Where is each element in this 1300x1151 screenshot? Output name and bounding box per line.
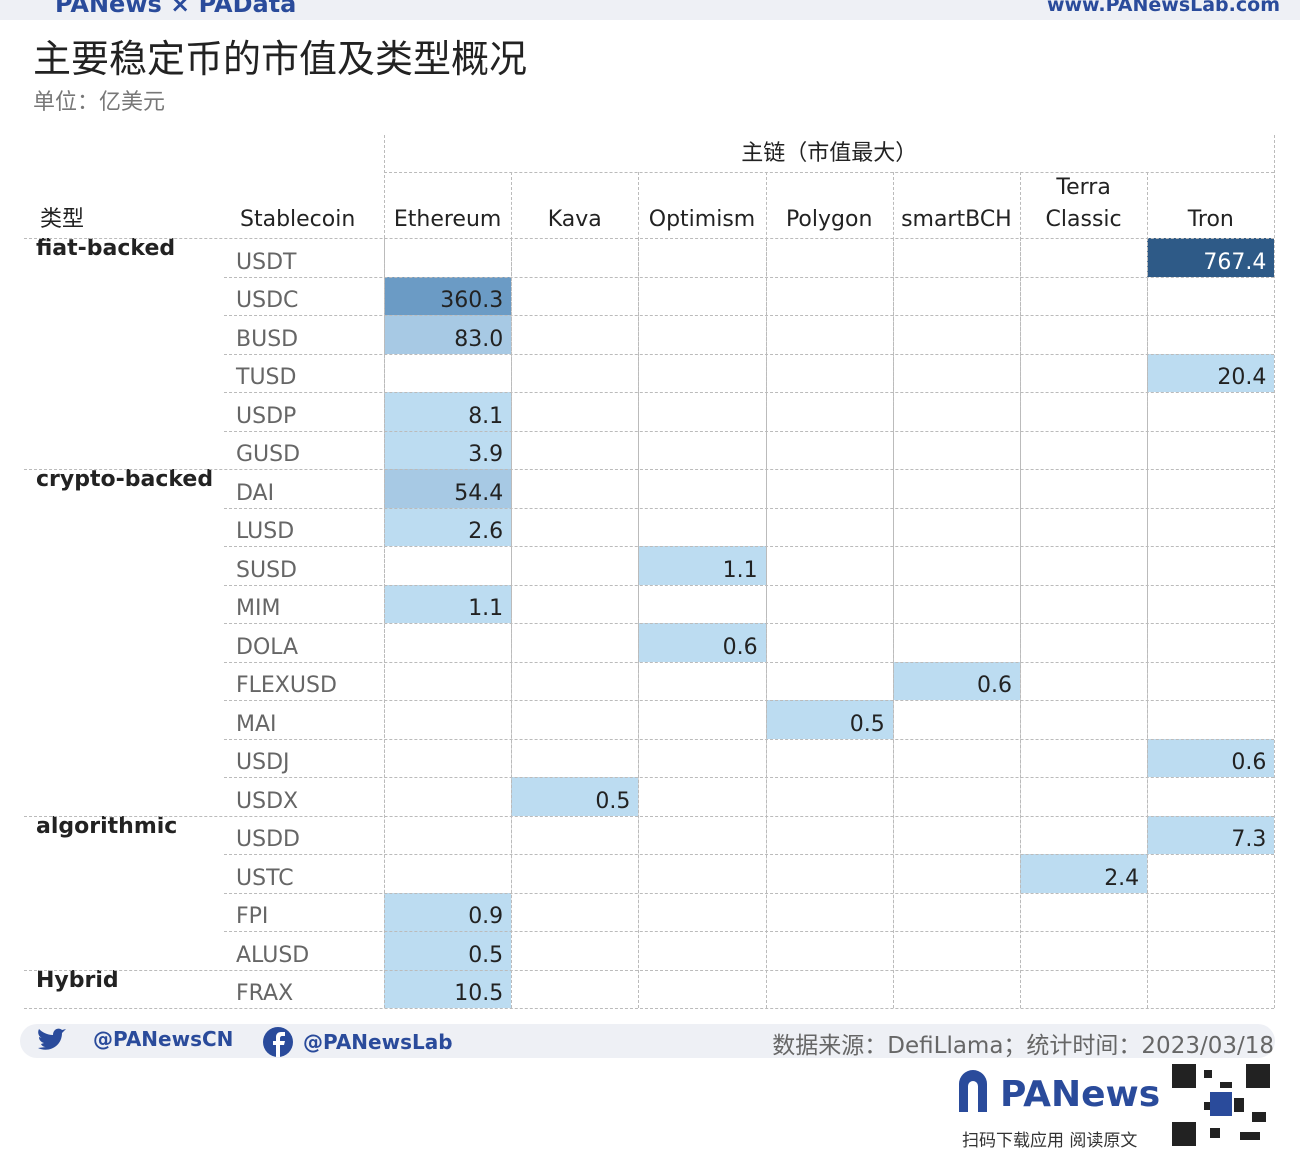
coin-label: USTC [236,865,294,891]
coin-label: DOLA [236,634,299,660]
value-cell: 54.4 [384,469,512,508]
value-cell: 0.6 [638,623,766,662]
grid-line [224,353,1275,355]
facebook-icon [263,1027,293,1057]
grid-line [24,1008,1275,1009]
coin-label: FPI [236,904,269,929]
column-header: Kava [547,207,602,232]
type-label: crypto-backed [36,467,214,492]
column-header: Ethereum [393,207,502,232]
grid-line [1274,135,1276,1008]
grid-line [24,238,1275,239]
coin-label: MAI [236,711,277,737]
grid-line [224,854,1275,855]
grid-line [224,700,1275,701]
coin-label: GUSD [236,442,301,467]
column-header: Polygon [785,207,873,232]
grid-line [224,892,1275,894]
column-header: Optimism [648,207,756,232]
type-label: fiat-backed [36,236,176,261]
qr-caption: 扫码下载应用 阅读原文 [962,1131,1138,1151]
coin-label: USDD [236,827,300,852]
value-cell: 1.1 [638,546,766,585]
column-header: 类型 [40,207,85,232]
coin-label: USDJ [236,750,290,775]
value-cell: 3.9 [384,430,512,469]
qr-code [1170,1062,1272,1147]
subtitle: 单位：亿美元 [33,90,166,115]
grid-line [24,969,1275,971]
source: 数据来源：DefiLlama；统计时间：2023/03/18 [772,1033,1274,1059]
column-header: Stablecoin [240,207,356,232]
coin-label: DAI [236,480,275,506]
value-cell: 360.3 [384,276,512,315]
value-cell: 1.1 [384,584,512,623]
coin-label: TUSD [236,365,297,390]
column-header: smartBCH [901,207,1012,232]
logo: PANews [1000,1074,1161,1115]
column-header: Terra Classic [1045,175,1122,232]
grid-line [224,546,1275,547]
group-header: 主链（市值最大） [741,141,918,166]
grid-line [224,507,1275,509]
grid-line [224,276,1275,278]
value-cell: 7.3 [1147,815,1275,854]
value-cell: 10.5 [384,969,512,1008]
grid-line [224,584,1275,586]
coin-label: LUSD [236,519,295,544]
type-label: algorithmic [36,813,178,839]
value-cell: 0.6 [1147,738,1275,777]
coin-label: MIM [236,596,281,621]
site: www.PANewsLab.com [1046,0,1280,16]
value-cell: 8.1 [384,392,512,431]
type-label: Hybrid [36,967,119,993]
coin-label: USDT [236,249,297,275]
value-cell: 0.6 [892,661,1020,700]
coin-label: BUSD [236,326,299,352]
facebook-handle: @PANewsLab [303,1030,453,1054]
column-header: Tron [1187,207,1234,232]
value-cell: 0.5 [765,700,893,739]
top-bar [0,0,1300,20]
grid-line [224,315,1275,316]
coin-label: FRAX [236,981,294,1006]
value-cell: 2.4 [1020,854,1148,893]
grid-line [384,172,1275,173]
grid-line [224,623,1275,624]
grid-line [224,931,1275,932]
logo-icon [959,1070,987,1112]
value-cell: 0.5 [511,777,639,816]
value-cell: 767.4 [1147,238,1275,277]
brand: PANews × PAData [55,0,297,18]
twitter-icon [38,1028,66,1050]
grid-line [224,738,1275,740]
coin-label: FLEXUSD [236,673,337,698]
title: 主要稳定币的市值及类型概况 [33,37,528,81]
twitter-handle: @PANewsCN [93,1027,234,1051]
footer-bar [20,1024,1275,1058]
grid-line [224,430,1275,432]
value-cell: 83.0 [384,315,512,354]
coin-label: USDP [236,403,297,429]
value-cell: 0.9 [384,892,512,931]
value-cell: 2.6 [384,507,512,546]
value-cell: 0.5 [384,931,512,970]
grid-line [224,392,1275,393]
grid-line [224,777,1275,778]
grid-line [24,469,1275,470]
grid-line [224,661,1275,663]
value-cell: 20.4 [1147,353,1275,392]
coin-label: ALUSD [236,942,310,968]
coin-label: SUSD [236,557,297,583]
coin-label: USDC [236,288,299,313]
grid-line [24,815,1275,817]
coin-label: USDX [236,788,299,814]
